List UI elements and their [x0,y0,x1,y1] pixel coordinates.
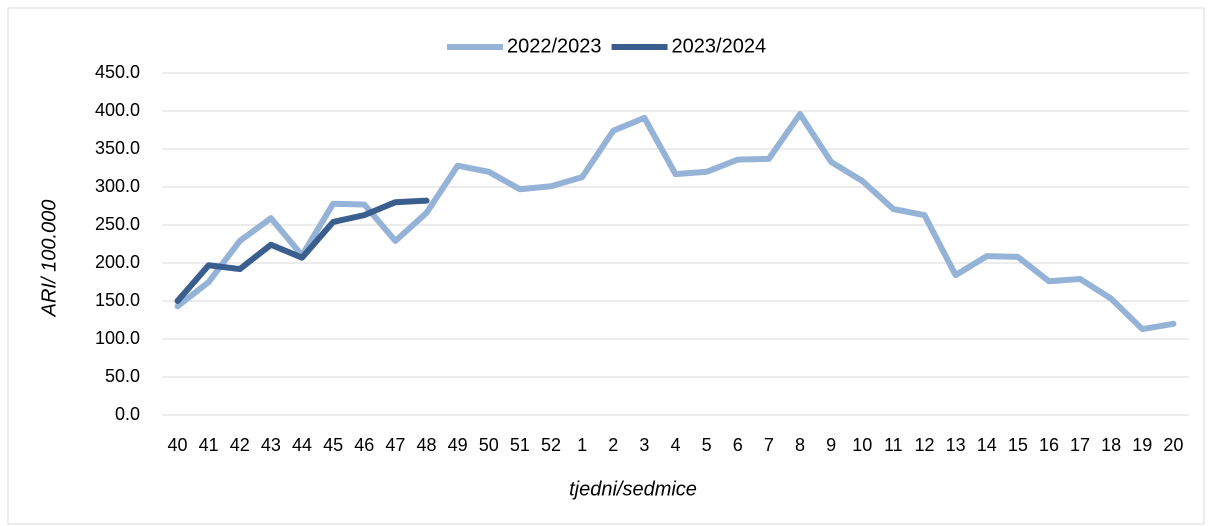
x-tick-label: 1 [577,435,587,455]
y-tick-label: 250.0 [95,214,140,234]
y-tick-label: 150.0 [95,290,140,310]
x-tick-label: 45 [323,435,343,455]
y-tick-label: 100.0 [95,328,140,348]
x-tick-label: 13 [946,435,966,455]
series-line [174,197,430,304]
x-tick-label: 9 [826,435,836,455]
x-tick-label: 14 [977,435,997,455]
y-tick-label: 450.0 [95,62,140,82]
x-tick-label: 50 [479,435,499,455]
y-tick-label: 50.0 [105,366,140,386]
x-tick-label: 11 [884,435,903,455]
x-tick-label: 42 [230,435,250,455]
x-tick-label: 2 [608,435,618,455]
x-tick-label: 10 [852,435,872,455]
x-tick-label: 47 [385,435,405,455]
x-tick-label: 52 [541,435,561,455]
x-tick-label: 12 [914,435,934,455]
x-tick-label: 46 [354,435,374,455]
x-tick-label: 3 [639,435,649,455]
y-tick-label: 350.0 [95,138,140,158]
x-tick-label: 5 [702,435,712,455]
x-tick-label: 20 [1163,435,1183,455]
y-tick-label: 400.0 [95,100,140,120]
x-tick-label: 51 [510,435,530,455]
x-tick-label: 19 [1132,435,1152,455]
y-axis-label: ARI/ 100.000 [38,200,60,318]
x-tick-label: 17 [1070,435,1090,455]
x-axis-label: tjedni/sedmice [569,478,697,500]
legend-label: 2023/2024 [672,35,767,57]
x-tick-label: 7 [764,435,774,455]
y-tick-label: 200.0 [95,252,140,272]
x-tick-label: 44 [292,435,312,455]
x-tick-label: 41 [199,435,219,455]
x-tick-label: 16 [1039,435,1059,455]
series-line [174,111,1177,333]
legend-label: 2022/2023 [507,35,602,57]
y-tick-label: 0.0 [115,404,140,424]
x-tick-label: 48 [417,435,437,455]
x-tick-label: 40 [168,435,188,455]
x-tick-label: 8 [795,435,805,455]
x-tick-label: 49 [448,435,468,455]
y-tick-label: 300.0 [95,176,140,196]
x-tick-label: 6 [733,435,743,455]
x-tick-label: 15 [1008,435,1028,455]
x-tick-label: 43 [261,435,281,455]
x-tick-label: 18 [1101,435,1121,455]
x-tick-label: 4 [670,435,680,455]
